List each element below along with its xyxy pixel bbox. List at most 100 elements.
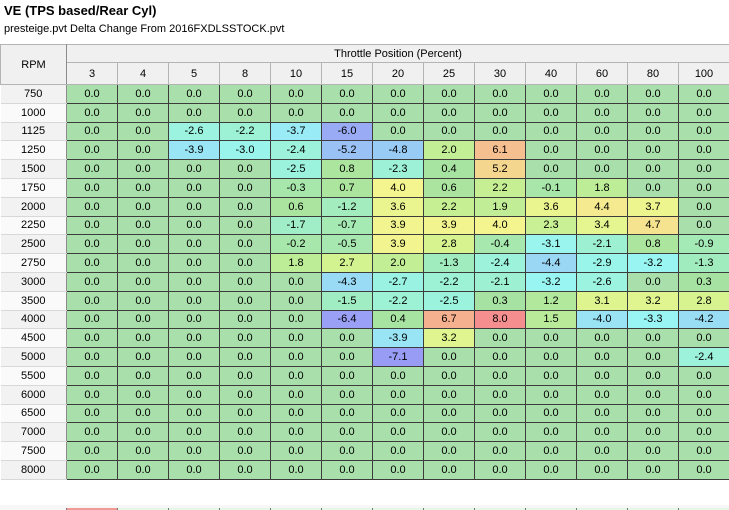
- ve-cell[interactable]: 4.0: [372, 177, 424, 198]
- ve-cell[interactable]: -0.5: [321, 234, 373, 255]
- tp-column-header[interactable]: 15: [321, 62, 373, 85]
- ve-cell[interactable]: 0.0: [474, 328, 526, 349]
- ve-cell[interactable]: 0.0: [525, 384, 577, 405]
- ve-cell[interactable]: 0.0: [321, 403, 373, 424]
- ve-cell[interactable]: 0.0: [66, 384, 118, 405]
- ve-cell[interactable]: 0.0: [423, 347, 475, 367]
- ve-cell[interactable]: 3.4: [576, 215, 628, 236]
- ve-cell[interactable]: 0.6: [423, 177, 475, 198]
- ve-cell[interactable]: 0.0: [270, 347, 322, 367]
- ve-cell[interactable]: 0.0: [219, 365, 271, 386]
- ve-cell[interactable]: 0.0: [627, 271, 679, 292]
- ve-cell[interactable]: 0.0: [270, 403, 322, 424]
- ve-cell[interactable]: 0.0: [66, 196, 118, 217]
- ve-cell[interactable]: -3.2: [525, 271, 577, 292]
- ve-cell[interactable]: 0.0: [678, 384, 729, 405]
- tp-column-header[interactable]: 4: [117, 62, 169, 85]
- tp-column-header[interactable]: 5: [168, 62, 220, 85]
- ve-cell[interactable]: 0.0: [576, 121, 628, 142]
- ve-cell[interactable]: 0.0: [117, 159, 169, 179]
- ve-cell[interactable]: 1.9: [474, 196, 526, 217]
- ve-cell[interactable]: 0.0: [66, 84, 118, 104]
- ve-cell[interactable]: 0.0: [576, 365, 628, 386]
- ve-cell[interactable]: 0.0: [474, 347, 526, 367]
- ve-cell[interactable]: 0.0: [117, 309, 169, 330]
- ve-cell[interactable]: 0.0: [474, 84, 526, 104]
- ve-cell[interactable]: 0.0: [117, 253, 169, 273]
- rpm-row-header[interactable]: 750: [0, 84, 67, 104]
- ve-cell[interactable]: -5.2: [321, 140, 373, 161]
- rpm-row-header[interactable]: 1000: [0, 102, 67, 123]
- ve-cell[interactable]: -1.2: [321, 196, 373, 217]
- ve-cell[interactable]: 4.4: [576, 196, 628, 217]
- ve-cell[interactable]: 0.0: [525, 121, 577, 142]
- ve-cell[interactable]: 0.0: [423, 121, 475, 142]
- ve-cell[interactable]: 0.0: [117, 459, 169, 480]
- rpm-row-header[interactable]: 1750: [0, 177, 67, 198]
- ve-cell[interactable]: 0.0: [576, 459, 628, 480]
- ve-cell[interactable]: -2.2: [219, 121, 271, 142]
- ve-cell[interactable]: -0.3: [270, 177, 322, 198]
- ve-cell[interactable]: 0.0: [627, 347, 679, 367]
- ve-cell[interactable]: 0.0: [168, 328, 220, 349]
- ve-cell[interactable]: -2.4: [474, 253, 526, 273]
- ve-cell[interactable]: 0.0: [270, 309, 322, 330]
- rpm-row-header[interactable]: 3500: [0, 290, 67, 311]
- ve-cell[interactable]: -2.2: [423, 271, 475, 292]
- ve-cell[interactable]: 0.0: [219, 234, 271, 255]
- ve-cell[interactable]: 0.0: [474, 121, 526, 142]
- ve-cell[interactable]: 0.0: [219, 328, 271, 349]
- ve-cell[interactable]: 0.0: [627, 328, 679, 349]
- ve-cell[interactable]: 0.0: [525, 102, 577, 123]
- ve-cell[interactable]: 0.0: [423, 422, 475, 443]
- ve-cell[interactable]: 0.0: [117, 290, 169, 311]
- ve-cell[interactable]: 0.0: [168, 196, 220, 217]
- ve-cell[interactable]: 3.6: [525, 196, 577, 217]
- ve-cell[interactable]: 0.0: [576, 347, 628, 367]
- ve-cell[interactable]: 0.0: [168, 384, 220, 405]
- ve-cell[interactable]: 0.0: [474, 422, 526, 443]
- ve-cell[interactable]: -1.7: [270, 215, 322, 236]
- ve-cell[interactable]: 0.0: [66, 422, 118, 443]
- ve-cell[interactable]: 0.0: [525, 459, 577, 480]
- ve-cell[interactable]: 1.8: [576, 177, 628, 198]
- ve-cell[interactable]: -4.3: [321, 271, 373, 292]
- ve-cell[interactable]: 0.0: [66, 140, 118, 161]
- ve-cell[interactable]: -3.2: [627, 253, 679, 273]
- ve-cell[interactable]: 0.0: [219, 422, 271, 443]
- ve-cell[interactable]: 0.0: [321, 441, 373, 461]
- ve-cell[interactable]: 0.0: [219, 271, 271, 292]
- ve-cell[interactable]: 0.0: [66, 215, 118, 236]
- ve-cell[interactable]: 0.0: [219, 384, 271, 405]
- ve-cell[interactable]: 0.0: [372, 121, 424, 142]
- rpm-row-header[interactable]: 1250: [0, 140, 67, 161]
- ve-cell[interactable]: 0.0: [576, 403, 628, 424]
- ve-cell[interactable]: -0.4: [474, 234, 526, 255]
- ve-cell[interactable]: -2.4: [270, 140, 322, 161]
- ve-cell[interactable]: 0.0: [66, 309, 118, 330]
- ve-cell[interactable]: 5.2: [474, 159, 526, 179]
- ve-cell[interactable]: 3.1: [576, 290, 628, 311]
- rpm-row-header[interactable]: 5000: [0, 347, 67, 367]
- ve-cell[interactable]: 0.0: [270, 84, 322, 104]
- ve-cell[interactable]: 0.3: [678, 271, 729, 292]
- ve-cell[interactable]: 0.0: [321, 365, 373, 386]
- ve-cell[interactable]: 0.0: [627, 403, 679, 424]
- ve-cell[interactable]: -2.4: [678, 347, 729, 367]
- ve-cell[interactable]: 0.0: [423, 441, 475, 461]
- ve-cell[interactable]: 0.0: [66, 121, 118, 142]
- ve-cell[interactable]: 0.0: [168, 403, 220, 424]
- ve-cell[interactable]: -0.1: [525, 177, 577, 198]
- ve-cell[interactable]: 0.0: [423, 84, 475, 104]
- ve-cell[interactable]: 0.0: [678, 177, 729, 198]
- ve-cell[interactable]: 0.0: [678, 84, 729, 104]
- ve-cell[interactable]: 0.0: [168, 290, 220, 311]
- ve-cell[interactable]: 3.6: [372, 196, 424, 217]
- ve-cell[interactable]: -2.1: [576, 234, 628, 255]
- ve-cell[interactable]: 0.0: [423, 384, 475, 405]
- ve-cell[interactable]: 0.0: [66, 347, 118, 367]
- ve-cell[interactable]: 0.0: [219, 177, 271, 198]
- rpm-row-header[interactable]: 4000: [0, 309, 67, 330]
- ve-cell[interactable]: 3.2: [423, 328, 475, 349]
- ve-cell[interactable]: 0.0: [474, 365, 526, 386]
